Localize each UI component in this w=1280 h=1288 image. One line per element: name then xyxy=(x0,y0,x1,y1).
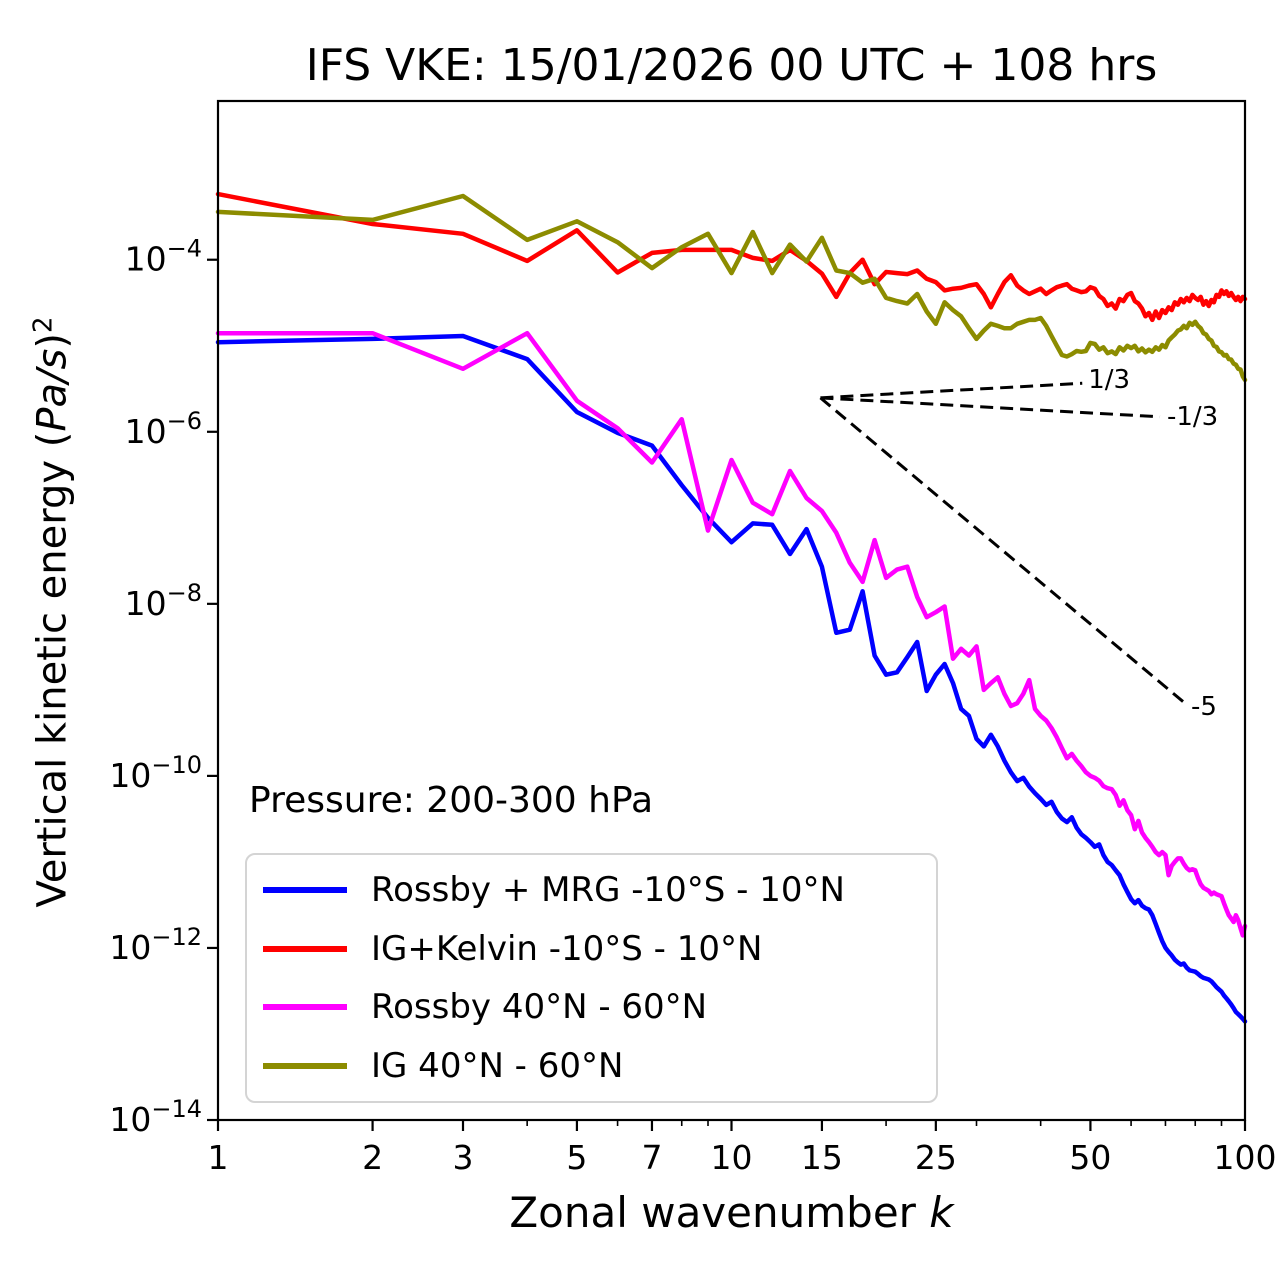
legend-label: IG 40°N - 60°N xyxy=(371,1045,624,1086)
y-axis-title-units: Pa/s xyxy=(29,348,76,432)
legend: Rossby + MRG -10°S - 10°N IG+Kelvin -10°… xyxy=(245,853,938,1103)
x-tick-label: 50 xyxy=(1069,1138,1111,1177)
ref-line-label: 1/3 xyxy=(1088,365,1130,395)
legend-label: Rossby + MRG -10°S - 10°N xyxy=(371,870,845,911)
x-tick-label: 2 xyxy=(362,1138,383,1177)
page-title: IFS VKE: 15/01/2026 00 UTC + 108 hrs xyxy=(305,40,1158,91)
y-tick-label: 10−10 xyxy=(109,751,202,795)
x-axis-title-symbol: k xyxy=(929,1188,954,1237)
plot-frame xyxy=(216,99,1247,1122)
legend-item: Rossby + MRG -10°S - 10°N xyxy=(247,870,936,910)
series-rossby-mrg-tropics xyxy=(215,333,1248,1024)
legend-line-swatch xyxy=(263,1062,347,1069)
x-tick-label: 3 xyxy=(453,1138,474,1177)
y-tick-label: 10−14 xyxy=(109,1095,202,1139)
legend-line-swatch xyxy=(263,1004,347,1011)
x-tick-label: 5 xyxy=(566,1138,587,1177)
series-rossby-midlat xyxy=(215,330,1248,938)
legend-item: IG 40°N - 60°N xyxy=(247,1046,936,1086)
x-tick-label: 15 xyxy=(801,1138,843,1177)
ref-line-1/3 xyxy=(820,381,1083,400)
x-tick-label: 100 xyxy=(1214,1138,1277,1177)
y-tick-label: 10−6 xyxy=(125,407,202,451)
y-tick-label: 10−12 xyxy=(109,923,202,967)
x-tick-label: 10 xyxy=(711,1138,753,1177)
pressure-annotation: Pressure: 200-300 hPa xyxy=(249,780,654,821)
legend-label: IG+Kelvin -10°S - 10°N xyxy=(371,928,763,969)
ref-line--1/3 xyxy=(820,396,1161,419)
legend-line-swatch xyxy=(263,887,347,894)
y-tick-label: 10−8 xyxy=(125,579,202,623)
series-ig-kelvin-tropics xyxy=(215,191,1248,323)
ref-line-label: -1/3 xyxy=(1167,402,1218,432)
series-ig-midlat xyxy=(215,193,1248,383)
x-tick-label: 25 xyxy=(915,1138,957,1177)
x-tick-label: 1 xyxy=(208,1138,229,1177)
y-axis-title-close: ) xyxy=(29,333,76,349)
y-axis-title-exponent: 2 xyxy=(28,316,59,334)
legend-label: Rossby 40°N - 60°N xyxy=(371,987,708,1028)
legend-item: Rossby 40°N - 60°N xyxy=(247,987,936,1027)
x-tick-label: 7 xyxy=(641,1138,662,1177)
ref-line-label: -5 xyxy=(1191,692,1217,722)
y-axis-title-text: Vertical kinetic energy ( xyxy=(29,431,76,908)
y-axis-title: Vertical kinetic energy (Pa/s)2 xyxy=(28,317,75,908)
legend-item: IG+Kelvin -10°S - 10°N xyxy=(247,929,936,969)
x-axis-title-text: Zonal wavenumber xyxy=(509,1188,930,1237)
y-tick-label: 10−4 xyxy=(125,235,202,279)
x-axis-title: Zonal wavenumber k xyxy=(218,1188,1245,1237)
legend-line-swatch xyxy=(263,945,347,952)
